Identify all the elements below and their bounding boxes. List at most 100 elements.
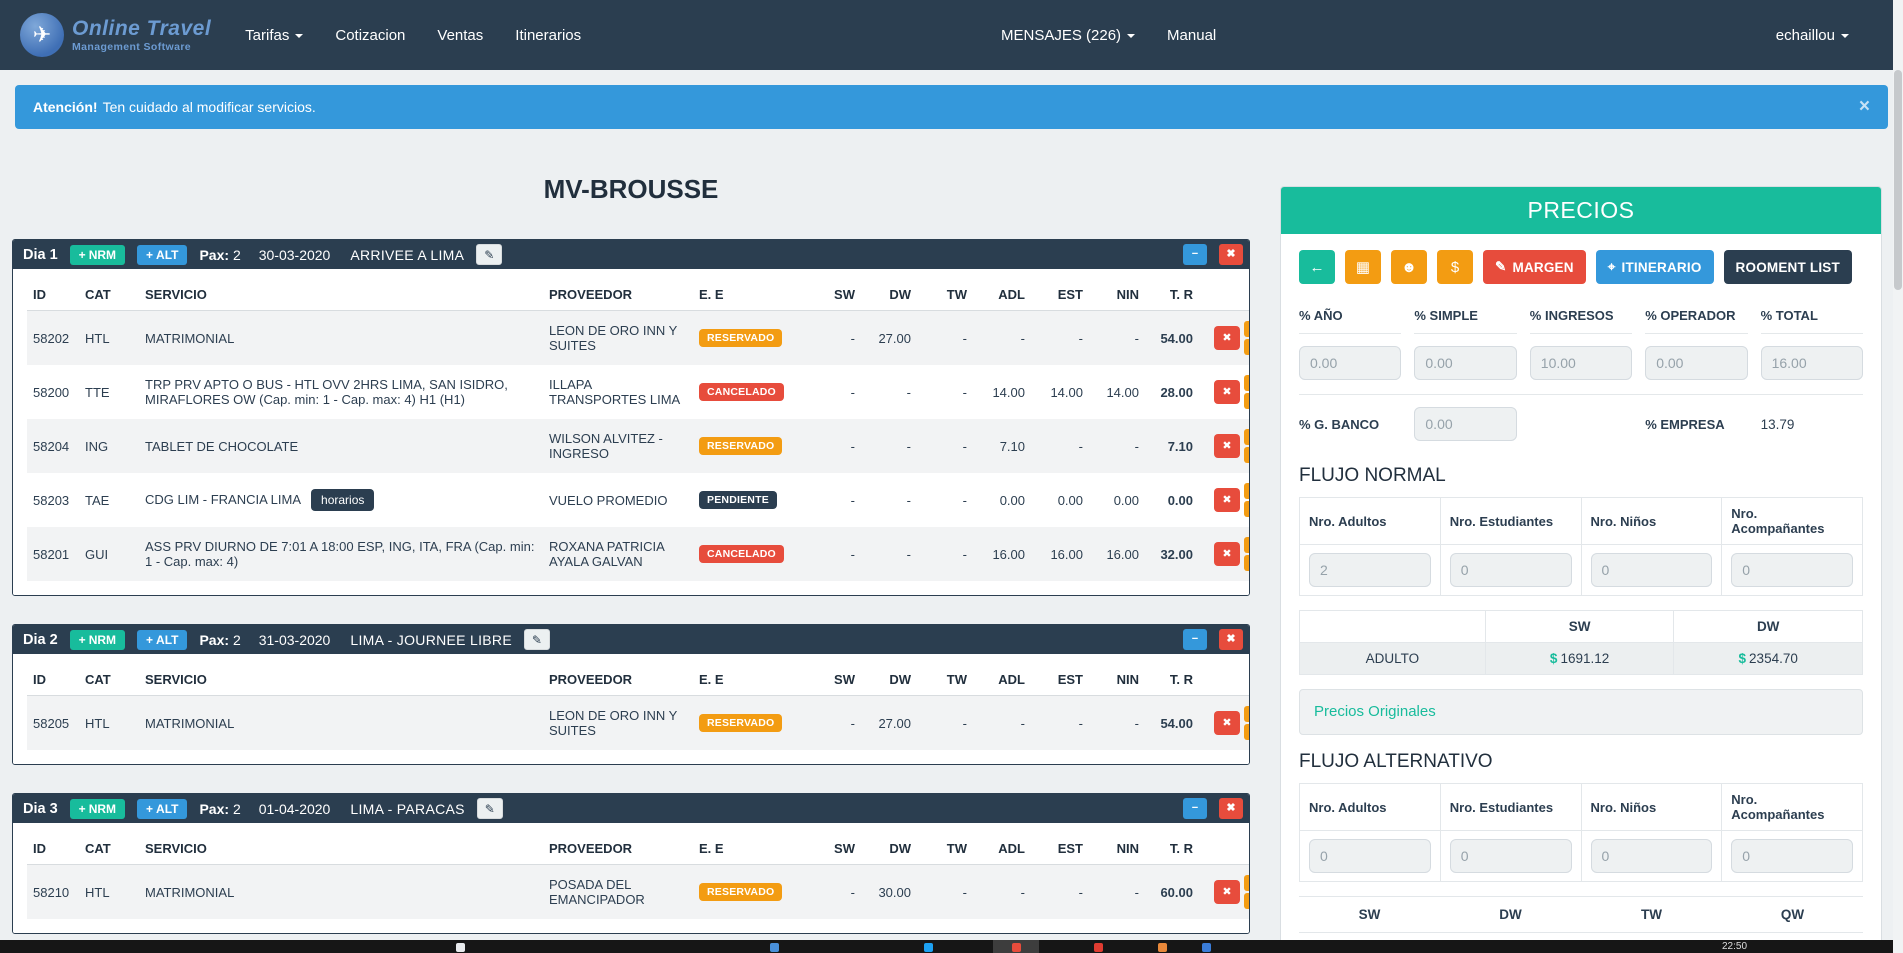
rooment-list-button[interactable]: ROOMENT LIST [1723, 250, 1852, 284]
delete-service-button[interactable]: ✖ [1214, 488, 1240, 512]
collapse-day-button[interactable]: − [1183, 629, 1207, 650]
pct-simple-input[interactable] [1414, 346, 1517, 380]
pct-ano-input[interactable] [1299, 346, 1402, 380]
move-up-button[interactable]: ▲ [1244, 483, 1249, 499]
horarios-button[interactable]: horarios [311, 489, 375, 511]
move-up-button[interactable]: ▲ [1244, 321, 1249, 337]
fa-ninos-input[interactable] [1590, 839, 1713, 873]
back-button[interactable]: ← [1299, 250, 1335, 284]
collapse-day-button[interactable]: − [1183, 798, 1207, 819]
page-scrollbar[interactable] [1893, 0, 1903, 953]
nav-ventas[interactable]: Ventas [437, 26, 484, 44]
flujo-normal-table: Nro. Adultos Nro. Estudiantes Nro. Niños… [1299, 497, 1863, 596]
delete-day-button[interactable]: ✖ [1219, 244, 1243, 265]
cell-servicio: TRP PRV APTO O BUS - HTL OVV 2HRS LIMA, … [145, 377, 508, 407]
nav-manual[interactable]: Manual [1167, 26, 1217, 44]
add-nrm-button[interactable]: + NRM [69, 629, 126, 650]
brand-text: Online Travel Management Software [72, 18, 211, 53]
add-alt-button[interactable]: + ALT [137, 798, 188, 819]
delete-day-button[interactable]: ✖ [1219, 629, 1243, 650]
passengers-button[interactable]: ☻ [1391, 250, 1427, 284]
flujo-alternativo-title: FLUJO ALTERNATIVO [1299, 751, 1493, 772]
edit-day-button[interactable]: ✎ [476, 798, 503, 819]
add-alt-button[interactable]: + ALT [137, 244, 188, 265]
move-up-button[interactable]: ▲ [1244, 875, 1249, 891]
day-label: Dia 3 [23, 800, 58, 817]
edit-icon: ✎ [484, 247, 495, 262]
margen-button[interactable]: ✎ MARGEN [1483, 250, 1586, 284]
move-up-button[interactable]: ▲ [1244, 375, 1249, 391]
move-down-button[interactable]: ▼ [1244, 893, 1249, 909]
taskbar-app-icon[interactable] [456, 943, 465, 952]
move-up-button[interactable]: ▲ [1244, 706, 1249, 722]
calendar-button[interactable]: ▦ [1345, 250, 1381, 284]
taskbar-app-icon[interactable] [770, 943, 779, 952]
fn-estudiantes-input[interactable] [1449, 553, 1572, 587]
delete-service-button[interactable]: ✖ [1214, 880, 1240, 904]
move-down-button[interactable]: ▼ [1244, 724, 1249, 740]
move-down-button[interactable]: ▼ [1244, 393, 1249, 409]
scrollbar-thumb[interactable] [1894, 70, 1902, 290]
taskbar-app-icon[interactable] [1094, 943, 1103, 952]
itinerario-button[interactable]: ⌖ ITINERARIO [1595, 250, 1714, 284]
close-icon: ✖ [1222, 439, 1232, 452]
move-up-button[interactable]: ▲ [1244, 537, 1249, 553]
fn-adultos-input[interactable] [1309, 553, 1431, 587]
cell-cat: GUI [79, 527, 139, 581]
edit-day-button[interactable]: ✎ [523, 629, 550, 650]
nav-itinerarios[interactable]: Itinerarios [515, 26, 582, 44]
add-nrm-button[interactable]: + NRM [69, 244, 126, 265]
secondary-menu: MENSAJES (226) Manual [985, 17, 1232, 54]
delete-service-button[interactable]: ✖ [1214, 542, 1240, 566]
taskbar-app-icon[interactable] [1202, 943, 1211, 952]
field-label: % AÑO [1299, 302, 1402, 334]
collapse-day-button[interactable]: − [1183, 244, 1207, 265]
pct-ingresos-input[interactable] [1529, 346, 1633, 380]
move-down-button[interactable]: ▼ [1244, 555, 1249, 571]
nav-mensajes[interactable]: MENSAJES (226) [985, 17, 1151, 54]
currency-button[interactable]: $ [1437, 250, 1473, 284]
precios-originales-link[interactable]: Precios Originales [1314, 703, 1436, 720]
move-down-button[interactable]: ▼ [1244, 501, 1249, 517]
taskbar-app-icon[interactable] [924, 943, 933, 952]
cell-id: 58202 [27, 310, 79, 365]
fa-acompanantes-input[interactable] [1731, 839, 1853, 873]
table-header-row: ID CAT SERVICIO PROVEEDOR E. E SW DW TW ADL E… [27, 664, 1249, 696]
nav-cotizacion[interactable]: Cotizacion [335, 26, 406, 44]
add-nrm-button[interactable]: + NRM [69, 798, 126, 819]
empresa-value: 13.79 [1760, 416, 1795, 432]
fn-acompanantes-input[interactable] [1731, 553, 1853, 587]
pct-total-input[interactable] [1760, 346, 1863, 380]
gbanco-input[interactable] [1414, 407, 1517, 441]
pct-operador-input[interactable] [1645, 346, 1748, 380]
fa-estudiantes-input[interactable] [1449, 839, 1572, 873]
edit-icon: ✎ [531, 632, 542, 647]
delete-day-button[interactable]: ✖ [1219, 798, 1243, 819]
taskbar-app-icon[interactable] [1158, 943, 1167, 952]
delete-service-button[interactable]: ✖ [1214, 711, 1240, 735]
nav-tarifas[interactable]: Tarifas [229, 17, 319, 54]
delete-service-button[interactable]: ✖ [1214, 380, 1240, 404]
cell-servicio: TABLET DE CHOCOLATE [139, 419, 543, 473]
move-down-button[interactable]: ▼ [1244, 339, 1249, 355]
user-menu: echaillou [1760, 17, 1865, 54]
edit-day-button[interactable]: ✎ [476, 244, 503, 265]
user-dropdown[interactable]: echaillou [1760, 17, 1865, 54]
day-1-header: Dia 1 + NRM + ALT Pax: 2 30-03-2020 ARRIVE… [13, 240, 1249, 269]
cell-servicio: CDG LIM - FRANCIA LIMA horarios [139, 473, 543, 527]
move-up-button[interactable]: ▲ [1244, 429, 1249, 445]
delete-service-button[interactable]: ✖ [1214, 434, 1240, 458]
alert-close-icon[interactable]: × [1858, 96, 1870, 117]
move-down-button[interactable]: ▼ [1244, 447, 1249, 463]
close-icon: ✖ [1222, 547, 1232, 560]
users-icon: ☻ [1401, 258, 1417, 276]
itinerary-column: MV-BROUSSE Dia 1 + NRM + ALT Pax: 2 30-03-… [12, 148, 1250, 953]
delete-service-button[interactable]: ✖ [1214, 326, 1240, 350]
add-alt-button[interactable]: + ALT [137, 629, 188, 650]
taskbar-active-app[interactable] [993, 940, 1039, 953]
field-label: % TOTAL [1760, 302, 1863, 334]
fa-adultos-input[interactable] [1309, 839, 1431, 873]
close-icon: ✖ [1222, 493, 1232, 506]
brand-logo[interactable]: ✈ Online Travel Management Software [20, 13, 211, 57]
fn-ninos-input[interactable] [1590, 553, 1713, 587]
